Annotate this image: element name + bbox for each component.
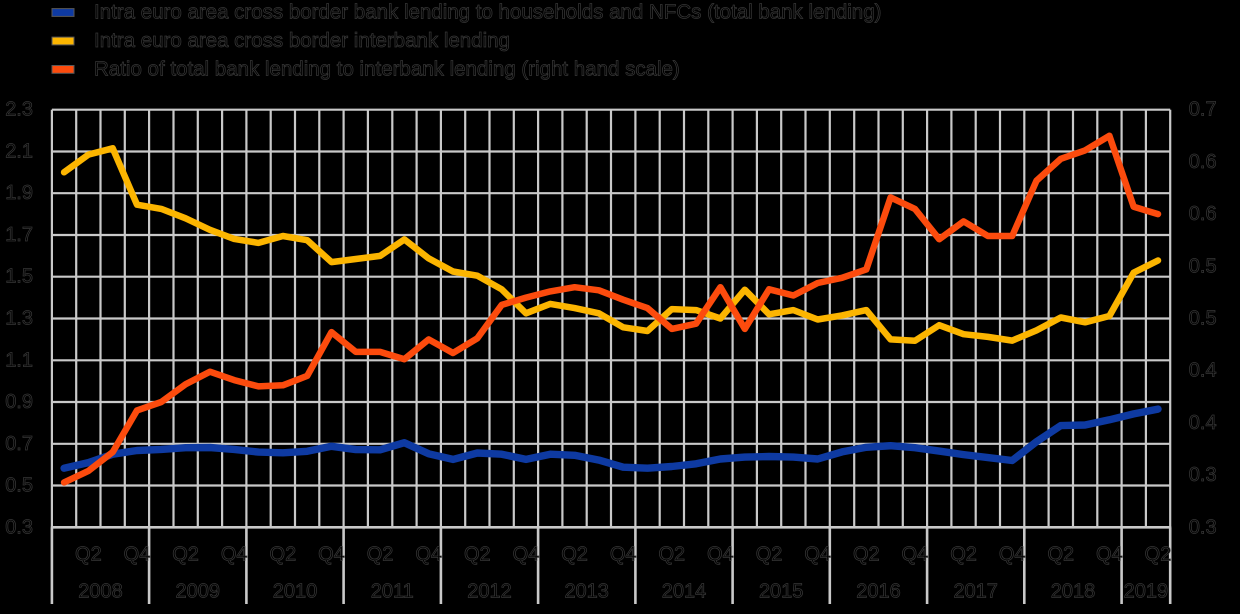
svg-text:2008: 2008 (78, 580, 123, 602)
svg-text:2013: 2013 (564, 580, 609, 602)
svg-text:Q4: Q4 (1096, 544, 1123, 566)
svg-text:1.9: 1.9 (5, 182, 33, 204)
svg-text:0.3: 0.3 (1189, 464, 1217, 486)
svg-text:Q4: Q4 (124, 544, 151, 566)
svg-text:Q4: Q4 (221, 544, 248, 566)
svg-text:Q2: Q2 (270, 544, 297, 566)
svg-text:Q4: Q4 (513, 544, 540, 566)
svg-text:Ratio of total bank lending to: Ratio of total bank lending to interbank… (94, 57, 680, 80)
svg-text:0.7: 0.7 (1189, 99, 1217, 121)
svg-text:Q2: Q2 (950, 544, 977, 566)
svg-text:0.6: 0.6 (1189, 151, 1217, 173)
svg-text:2017: 2017 (953, 580, 998, 602)
svg-text:Q4: Q4 (318, 544, 345, 566)
svg-text:0.4: 0.4 (1189, 412, 1217, 434)
svg-text:0.5: 0.5 (1189, 255, 1217, 277)
svg-text:2019: 2019 (1124, 580, 1169, 602)
svg-text:2014: 2014 (662, 580, 707, 602)
svg-text:0.6: 0.6 (1189, 203, 1217, 225)
svg-text:Q4: Q4 (902, 544, 929, 566)
svg-text:1.5: 1.5 (5, 266, 33, 288)
svg-text:Q2: Q2 (367, 544, 394, 566)
svg-text:2016: 2016 (856, 580, 901, 602)
svg-text:0.5: 0.5 (5, 475, 33, 497)
svg-text:2011: 2011 (371, 580, 414, 602)
svg-text:Q2: Q2 (658, 544, 685, 566)
svg-text:2.1: 2.1 (5, 141, 33, 163)
svg-text:Q4: Q4 (804, 544, 831, 566)
svg-text:Q2: Q2 (756, 544, 783, 566)
svg-text:Q2: Q2 (75, 544, 102, 566)
svg-text:Q2: Q2 (1047, 544, 1074, 566)
svg-text:2015: 2015 (759, 580, 804, 602)
svg-text:Q2: Q2 (172, 544, 199, 566)
svg-text:Intra euro area cross border i: Intra euro area cross border interbank l… (94, 29, 510, 52)
svg-text:Intra euro area cross border b: Intra euro area cross border bank lendin… (94, 1, 881, 24)
svg-text:0.4: 0.4 (1189, 360, 1217, 382)
svg-text:0.9: 0.9 (5, 391, 33, 413)
svg-text:2012: 2012 (467, 580, 512, 602)
svg-text:Q2: Q2 (561, 544, 588, 566)
svg-text:0.5: 0.5 (1189, 308, 1217, 330)
svg-text:0.7: 0.7 (5, 433, 33, 455)
svg-text:Q2: Q2 (1145, 544, 1172, 566)
svg-text:Q4: Q4 (415, 544, 442, 566)
svg-text:0.3: 0.3 (5, 516, 33, 538)
svg-text:2.3: 2.3 (5, 99, 33, 121)
svg-text:0.3: 0.3 (1189, 516, 1217, 538)
svg-text:1.3: 1.3 (5, 308, 33, 330)
svg-text:2010: 2010 (273, 580, 318, 602)
svg-text:Q2: Q2 (853, 544, 880, 566)
svg-text:Q4: Q4 (999, 544, 1026, 566)
svg-text:Q2: Q2 (464, 544, 491, 566)
svg-text:Q4: Q4 (707, 544, 734, 566)
svg-text:2009: 2009 (176, 580, 221, 602)
svg-text:Q4: Q4 (610, 544, 637, 566)
svg-text:1.7: 1.7 (5, 224, 33, 246)
svg-text:1.1: 1.1 (5, 349, 33, 371)
svg-text:2018: 2018 (1051, 580, 1096, 602)
